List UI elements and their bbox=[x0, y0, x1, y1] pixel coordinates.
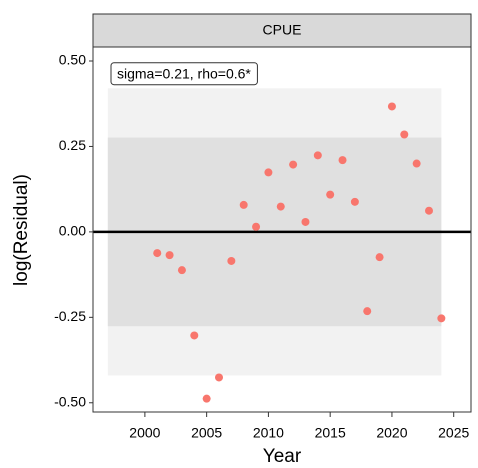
y-tick-label: 0.25 bbox=[59, 137, 86, 153]
point bbox=[289, 160, 298, 169]
panel-border bbox=[92, 46, 472, 413]
point bbox=[165, 251, 174, 260]
annotation-box bbox=[110, 62, 258, 86]
point bbox=[215, 373, 223, 382]
y-tick-label: -0.50 bbox=[54, 393, 86, 409]
annotation: sigma=0.21, rho=0.6* bbox=[117, 66, 251, 82]
point bbox=[387, 102, 396, 111]
point bbox=[202, 394, 211, 403]
point bbox=[227, 256, 236, 265]
point bbox=[313, 151, 322, 160]
point bbox=[153, 249, 162, 258]
x-tick-label: 2000 bbox=[129, 425, 160, 441]
point bbox=[301, 217, 310, 226]
point bbox=[239, 200, 248, 209]
point bbox=[338, 156, 347, 165]
x-tick-label: 2010 bbox=[253, 425, 284, 441]
y-axis-label: log(Residual) bbox=[11, 174, 32, 286]
point bbox=[400, 130, 409, 139]
point bbox=[276, 202, 285, 211]
point bbox=[177, 266, 186, 275]
x-tick-label: 2015 bbox=[315, 425, 346, 441]
y-tick-label: 0.50 bbox=[59, 52, 86, 68]
point bbox=[326, 190, 335, 199]
point bbox=[264, 168, 273, 177]
point bbox=[252, 222, 261, 231]
point bbox=[350, 197, 359, 206]
point bbox=[363, 307, 372, 316]
point bbox=[437, 314, 446, 323]
y-tick-label: -0.25 bbox=[54, 308, 86, 324]
point bbox=[375, 253, 384, 262]
y-tick-label: 0.00 bbox=[59, 223, 86, 239]
point bbox=[412, 159, 421, 168]
x-tick-label: 2020 bbox=[376, 425, 407, 441]
x-axis-label: Year bbox=[263, 446, 302, 467]
strip bbox=[92, 13, 472, 48]
point bbox=[190, 331, 199, 340]
x-tick-label: 2005 bbox=[191, 425, 222, 441]
point bbox=[425, 206, 433, 215]
x-tick-label: 2025 bbox=[438, 425, 469, 441]
strip-label: CPUE bbox=[263, 22, 302, 38]
